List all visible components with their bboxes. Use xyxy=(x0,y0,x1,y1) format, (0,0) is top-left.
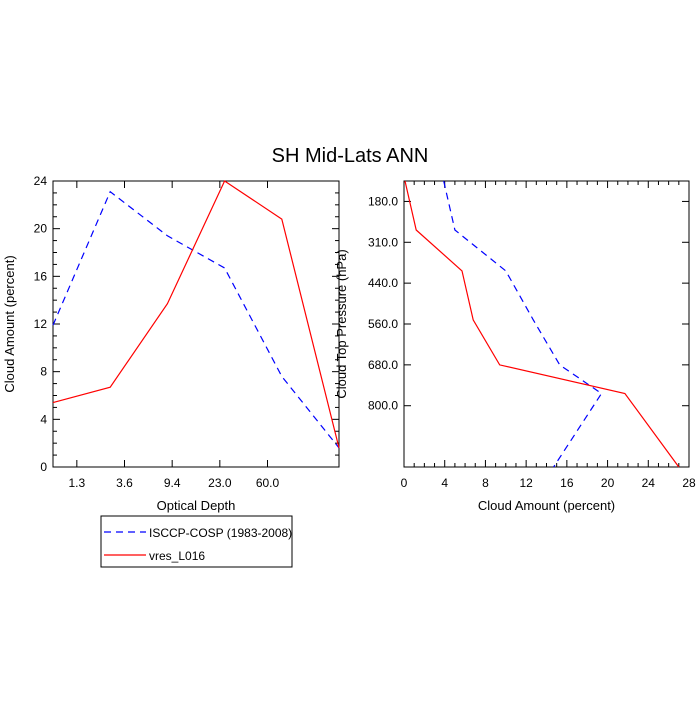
legend-label-isccp: ISCCP-COSP (1983-2008) xyxy=(149,526,292,540)
x-tick-label: 24 xyxy=(642,476,656,490)
y-tick-label: 310.0 xyxy=(368,235,398,249)
y-tick-label: 12 xyxy=(34,317,48,331)
x-tick-label: 16 xyxy=(560,476,574,490)
x-tick-label: 28 xyxy=(682,476,696,490)
y-tick-label: 440.0 xyxy=(368,276,398,290)
y-tick-label: 16 xyxy=(34,269,48,283)
y-tick-label: 0 xyxy=(40,460,47,474)
legend: ISCCP-COSP (1983-2008) vres_L016 xyxy=(100,515,293,568)
y-tick-label: 24 xyxy=(34,174,48,188)
x-tick-label: 4 xyxy=(441,476,448,490)
series-line-isccp xyxy=(443,180,603,468)
y-tick-label: 20 xyxy=(34,222,48,236)
x-tick-label: 3.6 xyxy=(116,476,133,490)
y-axis-label: Cloud Top Pressure (hPa) xyxy=(334,249,349,398)
x-tick-label: 9.4 xyxy=(164,476,181,490)
x-tick-label: 0 xyxy=(401,476,408,490)
y-tick-label: 680.0 xyxy=(368,358,398,372)
legend-box xyxy=(100,515,293,568)
series-line-isccp xyxy=(52,190,340,449)
legend-label-vres: vres_L016 xyxy=(149,549,205,563)
y-tick-label: 8 xyxy=(40,365,47,379)
x-axis-label: Optical Depth xyxy=(157,498,236,513)
y-tick-label: 560.0 xyxy=(368,317,398,331)
plot-frame xyxy=(403,180,690,468)
y-tick-label: 4 xyxy=(40,412,47,426)
chart-title: SH Mid-Lats ANN xyxy=(272,145,429,167)
y-tick-label: 180.0 xyxy=(368,194,398,208)
x-tick-label: 23.0 xyxy=(208,476,232,490)
x-tick-label: 20 xyxy=(601,476,615,490)
optical-depth-panel: 1.3 3.6 9.4 23.0 60.0 0 4 8 12 16 20 24 Optical Dept… xyxy=(2,174,340,513)
series-line-vres xyxy=(404,180,680,468)
y-tick-label: 800.0 xyxy=(368,399,398,413)
x-tick-label: 1.3 xyxy=(68,476,85,490)
y-axis-label: Cloud Amount (percent) xyxy=(2,255,17,392)
cloud-top-pressure-panel: 0 4 8 12 16 20 24 28 180.0 310.0 440.0 560.0 680.0 80… xyxy=(334,180,696,513)
x-tick-label: 60.0 xyxy=(256,476,280,490)
series-line-vres xyxy=(52,180,340,449)
x-tick-label: 8 xyxy=(482,476,489,490)
x-tick-label: 12 xyxy=(519,476,533,490)
x-axis-label: Cloud Amount (percent) xyxy=(478,498,615,513)
